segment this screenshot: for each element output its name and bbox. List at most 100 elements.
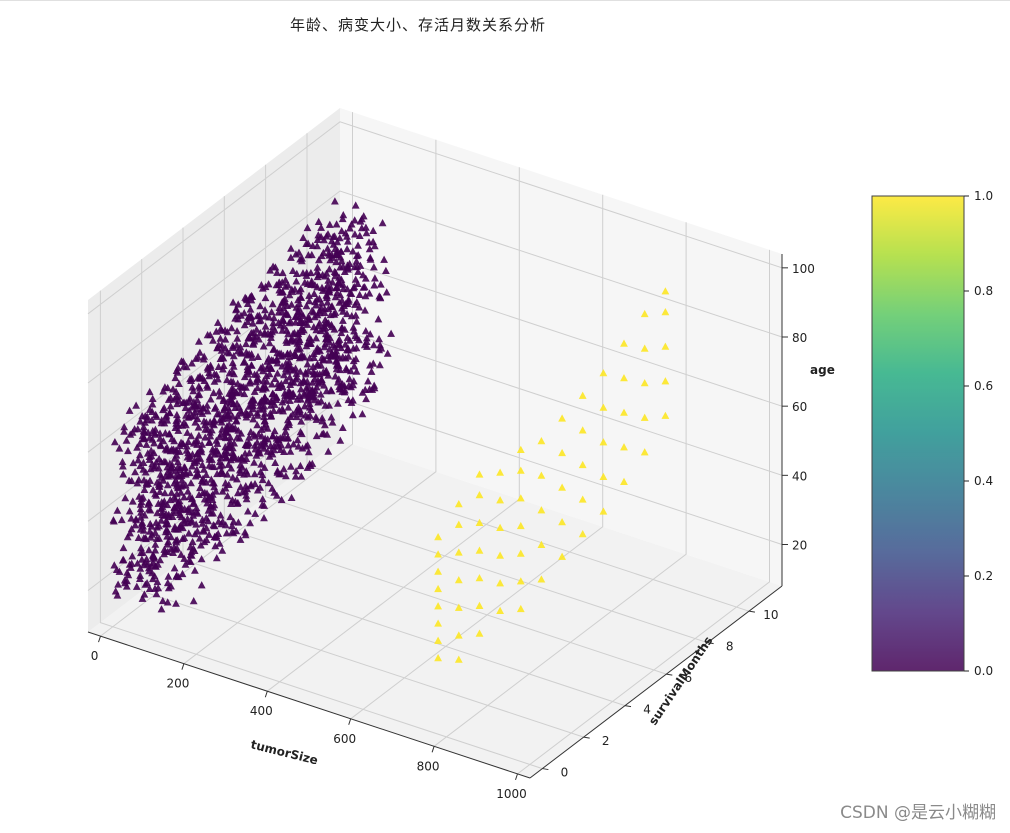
class0-point: [134, 456, 143, 464]
class1-point: [558, 518, 567, 526]
class0-point: [139, 526, 148, 534]
colorbar-tick-label: 1.0: [974, 189, 993, 203]
class0-point: [298, 351, 307, 359]
class0-point: [268, 484, 277, 492]
class0-point: [132, 401, 141, 409]
class0-point: [258, 385, 267, 393]
x-tick: [98, 635, 101, 643]
class0-point: [171, 466, 180, 475]
class1-point: [537, 540, 546, 549]
class0-point: [167, 488, 176, 496]
class0-point: [323, 430, 332, 438]
class1-point: [434, 532, 443, 541]
class0-point: [223, 422, 231, 430]
class0-point: [230, 439, 239, 447]
class0-point: [245, 332, 254, 341]
class0-point: [198, 478, 207, 486]
class0-point: [324, 276, 333, 284]
class0-point: [241, 293, 250, 301]
class0-point: [269, 406, 278, 414]
class0-point: [139, 465, 148, 473]
class0-point: [273, 348, 282, 357]
class0-point: [302, 301, 311, 310]
class0-point: [240, 308, 249, 317]
class0-point: [184, 437, 193, 446]
class1-point: [578, 391, 587, 399]
class0-point: [207, 455, 216, 463]
class0-point: [337, 328, 346, 337]
class0-point: [381, 266, 390, 275]
colorbar: 0.0 0.2 0.4 0.6 0.8 1.0: [871, 189, 993, 678]
class0-point: [288, 266, 297, 275]
class0-point: [133, 559, 142, 567]
class0-point: [139, 458, 148, 467]
class0-point: [198, 519, 207, 527]
class0-point: [278, 268, 287, 277]
class1-point: [475, 470, 484, 478]
class0-point: [330, 197, 339, 205]
class0-point: [249, 415, 258, 423]
class0-point: [187, 359, 196, 367]
class0-point: [338, 296, 346, 304]
class0-point: [287, 244, 295, 252]
class0-point: [253, 438, 262, 446]
class0-point: [294, 442, 303, 450]
class0-point: [176, 510, 184, 519]
class0-point: [223, 491, 232, 500]
class0-point: [245, 367, 254, 375]
class0-point: [184, 529, 193, 537]
class0-point: [273, 369, 282, 377]
class0-point: [196, 374, 204, 382]
class0-point: [269, 344, 278, 353]
class1-point: [434, 602, 443, 610]
class0-point: [268, 389, 277, 397]
class0-point: [349, 344, 358, 352]
class0-point: [320, 381, 328, 389]
class0-point: [317, 299, 326, 307]
class0-point: [170, 564, 179, 572]
class0-point: [218, 546, 227, 554]
class0-point: [167, 445, 176, 453]
class0-point: [232, 475, 241, 483]
class0-point: [245, 449, 254, 457]
class0-point: [334, 278, 343, 287]
class0-point: [285, 318, 294, 327]
class0-point: [243, 317, 252, 326]
class0-point: [181, 420, 190, 429]
class0-point: [281, 472, 290, 480]
class0-point: [217, 467, 226, 475]
class0-point: [233, 327, 242, 335]
class0-point: [282, 422, 291, 431]
class0-point: [280, 297, 289, 305]
y-tick-label: 10: [763, 608, 778, 622]
class0-point: [125, 406, 134, 414]
class0-point: [189, 511, 198, 519]
class0-point: [356, 217, 365, 225]
class0-point: [351, 300, 360, 308]
class0-point: [164, 572, 173, 580]
class0-point: [314, 379, 323, 387]
class0-point: [315, 319, 324, 327]
class0-point: [281, 376, 290, 385]
class0-point: [278, 404, 287, 413]
class0-point: [230, 453, 239, 462]
class0-point: [376, 293, 385, 301]
colorbar-tick-label: 0.8: [974, 284, 993, 298]
class0-point: [307, 250, 316, 259]
class0-point: [254, 352, 262, 361]
class0-point: [224, 410, 233, 418]
class0-point: [178, 469, 187, 478]
class0-point: [288, 410, 297, 418]
class0-point: [143, 449, 152, 457]
class0-point: [117, 515, 126, 524]
class0-point: [192, 504, 201, 512]
class0-point: [145, 566, 154, 575]
x-tick-label: 600: [333, 732, 356, 746]
class0-point: [136, 417, 145, 425]
class0-point: [272, 491, 281, 499]
class0-point: [243, 410, 252, 418]
class0-point: [158, 508, 167, 516]
class1-point: [661, 287, 670, 295]
y-tick: [624, 705, 632, 708]
class0-point: [229, 298, 238, 306]
